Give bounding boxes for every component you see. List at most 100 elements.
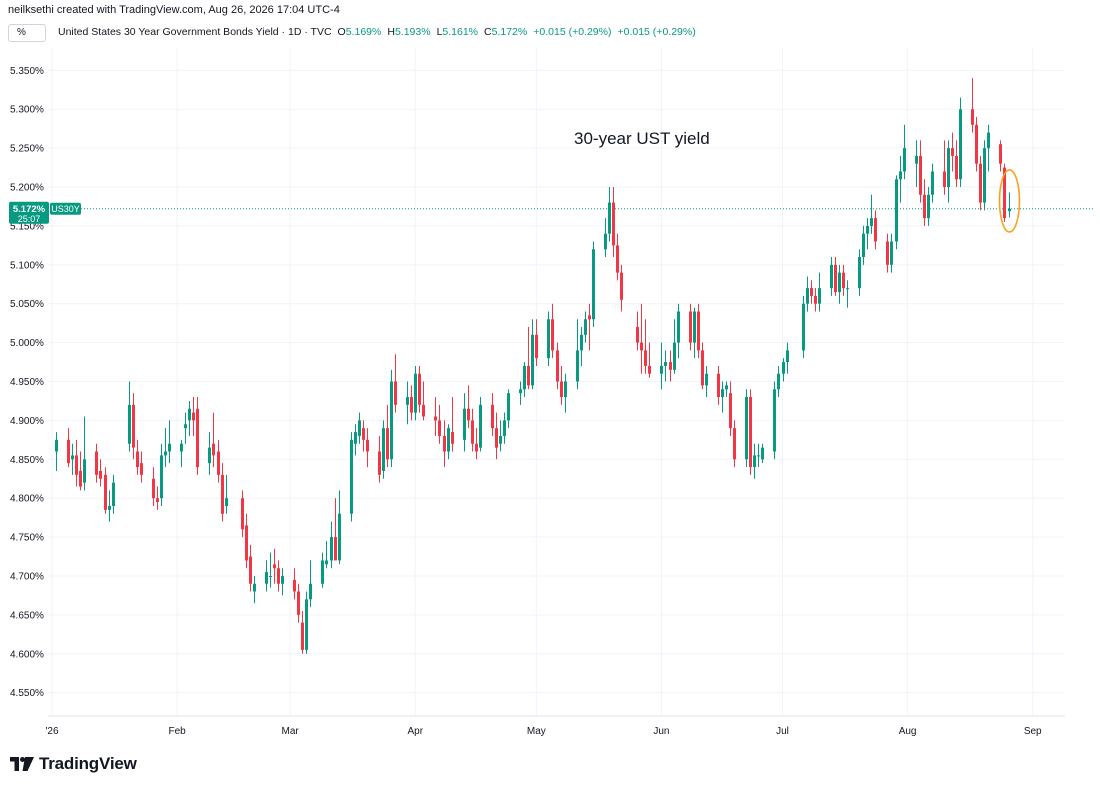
candle	[293, 568, 296, 600]
candle-body	[689, 311, 692, 343]
x-tick-label: Sep	[1024, 726, 1042, 737]
candle-body	[773, 389, 776, 452]
candle	[584, 311, 587, 343]
candle	[451, 397, 454, 452]
candle	[479, 397, 482, 452]
candle	[503, 412, 506, 444]
candle	[253, 575, 256, 604]
candle	[535, 319, 538, 366]
candle-body	[858, 257, 861, 289]
candle	[463, 393, 466, 452]
candle-body	[693, 311, 696, 343]
candle-body	[245, 525, 248, 561]
candle-body	[1003, 167, 1006, 219]
candle-body	[382, 428, 385, 471]
candle	[221, 463, 224, 522]
candle-body	[447, 428, 450, 452]
candle-body	[999, 144, 1002, 164]
bar-countdown: 25:07	[18, 214, 41, 224]
candle	[99, 459, 102, 487]
candle	[55, 432, 58, 471]
candle	[616, 233, 619, 281]
candle	[447, 424, 450, 460]
candle	[761, 443, 764, 464]
candle-body	[277, 568, 280, 584]
candle-body	[507, 393, 510, 421]
candle	[782, 358, 785, 382]
candle	[580, 327, 583, 366]
candle	[903, 124, 906, 180]
candle	[523, 362, 526, 398]
symbol-legend: United States 30 Year Government Bonds Y…	[58, 26, 696, 38]
candle-body	[434, 416, 437, 421]
candle-body	[281, 575, 284, 584]
candle-body	[140, 463, 143, 475]
candle-body	[576, 350, 579, 382]
candle-body	[463, 408, 466, 440]
candle-body	[604, 233, 607, 250]
candle	[334, 498, 337, 561]
candle	[588, 303, 591, 351]
candle-body	[564, 381, 567, 398]
candle-body	[899, 171, 902, 180]
candle-body	[330, 537, 333, 561]
candle	[777, 365, 780, 398]
x-tick-label: May	[527, 726, 546, 737]
candle-body	[95, 451, 98, 475]
candle	[1008, 192, 1011, 218]
candle	[721, 381, 724, 413]
candle-body	[71, 455, 74, 460]
candle-body	[418, 373, 421, 405]
candle	[753, 443, 756, 479]
highlight-ellipse	[998, 169, 1021, 233]
candle-body	[305, 599, 308, 650]
candle	[519, 381, 522, 405]
candle	[757, 443, 760, 468]
candle-body	[644, 350, 647, 366]
candle	[842, 264, 845, 296]
candle-body	[414, 373, 417, 413]
candle-body	[673, 342, 676, 370]
candle	[644, 319, 647, 374]
candle-body	[104, 474, 107, 510]
candle	[983, 140, 986, 211]
unit-toggle-button[interactable]: %	[8, 24, 46, 42]
candle	[745, 389, 748, 468]
candle-body	[620, 272, 623, 300]
candle	[418, 365, 421, 413]
candle	[786, 342, 789, 374]
candle	[999, 140, 1002, 172]
candle-body	[648, 365, 651, 374]
candle	[160, 443, 163, 506]
candle	[560, 365, 563, 405]
candle-body	[152, 478, 155, 499]
y-tick-label: 5.250%	[10, 144, 44, 155]
x-tick-label: Mar	[282, 726, 300, 737]
candle-body	[503, 420, 506, 436]
candle	[225, 474, 228, 514]
candle-body	[67, 439, 70, 464]
candle	[947, 140, 950, 203]
candle	[188, 400, 191, 436]
candle	[890, 233, 893, 273]
candle-body	[959, 109, 962, 180]
candle	[83, 416, 86, 491]
candle	[895, 175, 898, 250]
candle-body	[390, 381, 393, 460]
candle-body	[660, 365, 663, 374]
candle	[325, 540, 328, 569]
candle-body	[983, 148, 986, 203]
candle	[438, 404, 441, 444]
x-tick-label: Jul	[776, 726, 789, 737]
x-tick-label: Jun	[653, 726, 669, 737]
symbol-title: United States 30 Year Government Bonds Y…	[58, 26, 332, 38]
candle-body	[874, 218, 877, 242]
candle-body	[979, 163, 982, 203]
candle	[604, 218, 607, 258]
candle-body	[55, 439, 58, 452]
candle-body	[225, 498, 228, 506]
candle-body	[241, 498, 244, 530]
candle-body	[919, 155, 922, 195]
candle	[208, 432, 211, 475]
